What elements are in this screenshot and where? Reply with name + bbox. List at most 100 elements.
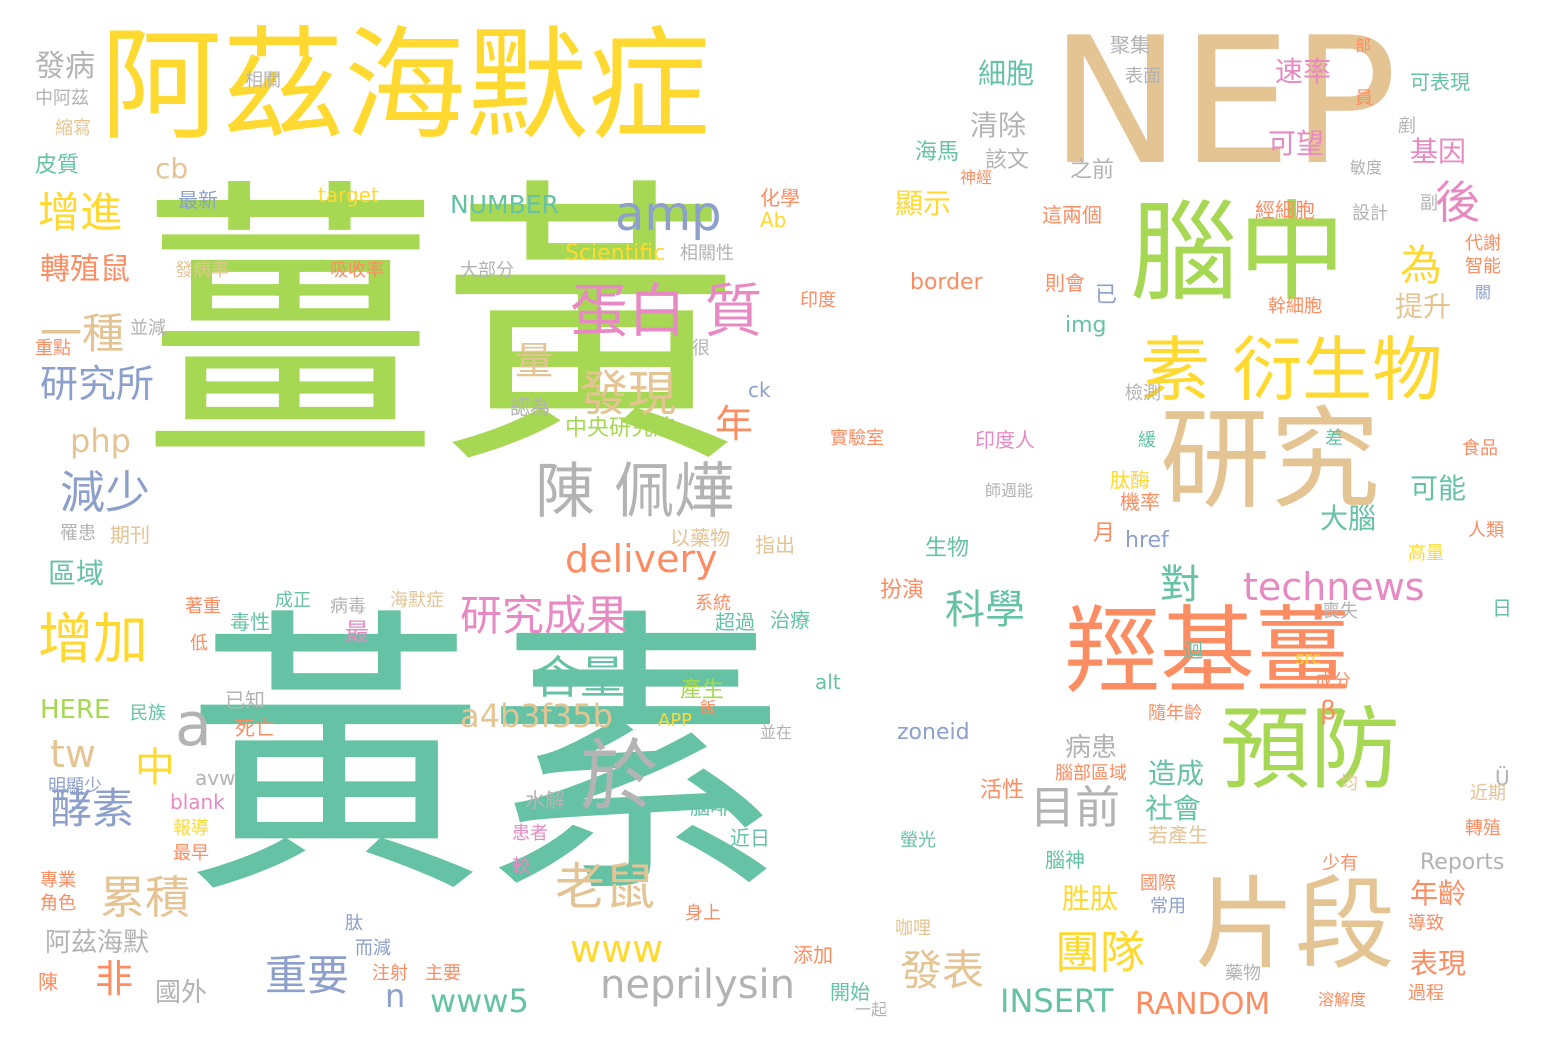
word-shengwu: 生物 — [925, 536, 970, 561]
word-xishoulv: 吸收率 — [330, 260, 384, 281]
word-renlei: 人類 — [1468, 520, 1504, 541]
word-ab: Ab — [760, 208, 787, 232]
word-daixie: 代謝 — [1465, 233, 1501, 254]
word-chengfen: 成分 — [1315, 671, 1351, 692]
word-shehui: 社會 — [1145, 792, 1202, 825]
word-guoji: 國際 — [1140, 873, 1176, 894]
word-insert: INSERT — [1000, 982, 1114, 1020]
word-kali: 咖哩 — [895, 918, 931, 939]
word-alt: alt — [815, 670, 841, 694]
word-jilv: 機率 — [1120, 490, 1160, 514]
word-huoxing: 活性 — [980, 778, 1025, 803]
word-huangsu: 黃素 — [185, 585, 785, 934]
word-fabing: 發病 — [35, 49, 95, 84]
word-fu: 副 — [1420, 193, 1438, 214]
word-rongjieduo: 溶解度 — [1318, 990, 1367, 1009]
word-dui: 對 — [1160, 562, 1200, 608]
word-target: target — [318, 183, 379, 207]
word-naoshen: 腦神 — [1045, 848, 1085, 872]
word-delivery: delivery — [565, 537, 718, 581]
word-zhuzhong: 著重 — [185, 596, 221, 617]
word-fan: 飯 — [700, 698, 717, 717]
word-ck: ck — [748, 378, 771, 402]
word-zhushe: 注射 — [372, 963, 408, 984]
word-junyun: 均 — [1340, 773, 1358, 794]
word-xiangguanxing: 相關性 — [680, 243, 734, 264]
word-suoduan: 縮寫 — [55, 118, 91, 139]
word-changyong: 常用 — [1150, 896, 1186, 917]
word-chen-small: 陳 — [38, 970, 58, 994]
word-faxian: 發現 — [580, 366, 677, 422]
word-hen: 很 — [692, 338, 710, 359]
word-zhuanye: 專業 — [40, 870, 76, 891]
word-zehui: 則會 — [1045, 271, 1085, 295]
word-tw: tw — [50, 732, 96, 776]
word-haimozheng: 海默症 — [390, 590, 444, 611]
word-xibao: 細胞 — [978, 57, 1035, 90]
word-liang: 量 — [515, 339, 554, 383]
word-cha: 差 — [1325, 428, 1343, 449]
word-xitong: 系統 — [695, 593, 731, 614]
word-banyan: 扮演 — [880, 578, 925, 603]
word-yaowu: 藥物 — [1225, 963, 1261, 984]
word-wei: 為 — [1400, 241, 1443, 290]
word-daozhi: 導致 — [1408, 913, 1444, 934]
word-jinri: 近日 — [730, 826, 770, 850]
word-azhm: 阿茲海默 — [45, 928, 150, 958]
word-huan: 緩 — [1138, 430, 1156, 451]
word-shengtai: 胜肽 — [1062, 882, 1119, 915]
word-ri: 日 — [1492, 596, 1512, 620]
word-bingdu: 病毒 — [330, 596, 366, 617]
word-guan: 關 — [1475, 283, 1492, 302]
word-biaoxian: 表現 — [1410, 947, 1467, 980]
word-renwei: 認為 — [510, 395, 550, 419]
word-zui: 最 — [345, 618, 369, 646]
word-www: www — [570, 927, 664, 971]
word-tai: 肽 — [345, 913, 363, 934]
word-guowai: 國外 — [155, 978, 208, 1008]
word-jiyin: 基因 — [1410, 135, 1467, 168]
word-yindu-ren: 印度人 — [975, 428, 1035, 452]
word-reports: Reports — [1420, 850, 1505, 875]
word-jianshao: 減少 — [60, 466, 151, 519]
word-app: APP — [658, 710, 693, 731]
word-yue: 月 — [1093, 521, 1116, 546]
word-gaiwen: 該文 — [985, 148, 1030, 173]
word-shaoyou: 少有 — [1322, 853, 1358, 874]
word-zhelianggе: 這兩個 — [1042, 203, 1102, 227]
word-zhong-small: 中 — [135, 745, 175, 791]
word-zhuanzhishu: 轉殖鼠 — [40, 252, 130, 287]
word-qingchu: 清除 — [970, 109, 1027, 142]
word-danbaizhi: 蛋白 質 — [570, 277, 763, 345]
word-jiance: 檢測 — [1125, 383, 1161, 404]
word-yi: 已 — [1095, 283, 1118, 308]
word-tisheng: 提升 — [1395, 290, 1452, 323]
word-kewang: 可望 — [1268, 127, 1325, 160]
word-huaxue: 化學 — [760, 186, 800, 210]
word-qiangji: 羥基薑 — [1065, 597, 1351, 707]
word-www5: www5 — [430, 982, 529, 1020]
word-tuandui: 團隊 — [1055, 926, 1146, 979]
word-yuan: 員 — [1355, 88, 1373, 109]
word-number: NUMBER — [450, 190, 559, 219]
word-keneng: 可能 — [1410, 472, 1467, 505]
word-huanzhe: 患者 — [512, 823, 548, 844]
word-shenshang: 身上 — [685, 903, 721, 924]
word-juji: 聚集 — [1110, 33, 1150, 57]
word-chaoguo: 超過 — [715, 610, 755, 634]
word-border: border — [910, 270, 983, 295]
word-yufang: 預防 — [1220, 697, 1400, 802]
word-jinqi: 近期 — [1470, 783, 1506, 804]
word-baodao: 報導 — [173, 818, 209, 839]
word-niannling: 年齡 — [1410, 877, 1467, 910]
word-a: a — [175, 690, 212, 760]
word-hui: 迴 — [1183, 638, 1203, 662]
word-zhineng: 智能 — [1465, 256, 1501, 277]
word-zhiliao: 治療 — [770, 608, 810, 632]
word-biaomian: 表面 — [1125, 66, 1161, 87]
word-fabiao: 發表 — [900, 946, 985, 995]
word-amp: amp — [615, 186, 722, 242]
word-zhi: 剷 — [1398, 116, 1416, 137]
word-kebiaoxian: 可表現 — [1410, 70, 1470, 94]
